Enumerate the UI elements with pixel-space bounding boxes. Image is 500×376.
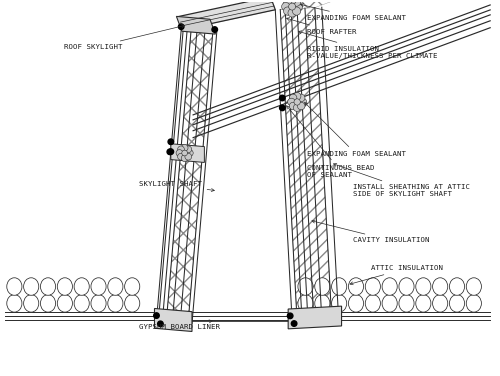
Ellipse shape [24,295,39,312]
Circle shape [288,9,296,17]
Ellipse shape [58,278,72,295]
Text: CAVITY INSULATION: CAVITY INSULATION [312,220,429,244]
Ellipse shape [416,278,431,295]
Circle shape [292,321,297,326]
Ellipse shape [7,295,22,312]
Ellipse shape [124,278,140,295]
Polygon shape [280,0,389,9]
Text: SKYLIGHT SHAFT: SKYLIGHT SHAFT [138,181,214,191]
Ellipse shape [466,295,481,312]
Circle shape [284,7,292,15]
Circle shape [212,27,218,32]
Circle shape [181,155,188,162]
Circle shape [294,99,300,105]
Ellipse shape [450,278,464,295]
Ellipse shape [450,295,464,312]
Polygon shape [178,0,276,30]
Text: INSTALL SHEATHING AT ATTIC
SIDE OF SKYLIGHT SHAFT: INSTALL SHEATHING AT ATTIC SIDE OF SKYLI… [334,164,469,197]
Ellipse shape [315,278,330,295]
Circle shape [178,24,184,29]
Ellipse shape [58,295,72,312]
Ellipse shape [466,278,481,295]
Ellipse shape [399,295,414,312]
Text: EXPANDING FOAM SEALANT: EXPANDING FOAM SEALANT [300,4,406,21]
Ellipse shape [124,295,140,312]
Circle shape [178,146,184,153]
Circle shape [280,95,285,101]
Circle shape [181,144,188,151]
Polygon shape [280,8,332,320]
Circle shape [299,98,306,106]
Text: CONTINUOUS BEAD
OF SEALANT: CONTINUOUS BEAD OF SEALANT [286,106,374,178]
Text: RIGID INSULATION
R-VALUE/THICKNESS PER CLIMATE: RIGID INSULATION R-VALUE/THICKNESS PER C… [298,31,438,59]
Ellipse shape [348,295,364,312]
Ellipse shape [332,295,346,312]
Circle shape [298,102,305,110]
Ellipse shape [382,295,397,312]
Circle shape [158,321,163,327]
Ellipse shape [315,295,330,312]
Ellipse shape [382,278,397,295]
Circle shape [294,92,301,100]
Circle shape [168,139,173,144]
Text: ROOF SKYLIGHT: ROOF SKYLIGHT [64,25,184,50]
Ellipse shape [416,295,431,312]
Ellipse shape [366,295,380,312]
Polygon shape [288,306,342,329]
Circle shape [298,94,305,102]
Ellipse shape [40,295,56,312]
Polygon shape [154,308,192,332]
Text: ROOF RAFTER: ROOF RAFTER [286,18,356,35]
Ellipse shape [91,278,106,295]
Ellipse shape [432,295,448,312]
Circle shape [290,94,297,102]
Circle shape [282,3,290,11]
Circle shape [182,150,188,156]
Circle shape [186,150,193,156]
Circle shape [280,105,285,111]
Circle shape [294,3,302,11]
Ellipse shape [108,278,123,295]
Circle shape [178,153,184,160]
Ellipse shape [74,295,90,312]
Circle shape [288,313,293,318]
Ellipse shape [366,278,380,295]
Polygon shape [166,30,213,323]
Text: GYPSUM BOARD LINER: GYPSUM BOARD LINER [138,320,220,330]
Circle shape [292,7,300,15]
Ellipse shape [332,278,346,295]
Circle shape [294,104,301,111]
Circle shape [288,3,296,10]
Circle shape [176,150,183,156]
Circle shape [185,153,192,160]
Ellipse shape [298,295,313,312]
Ellipse shape [91,295,106,312]
Polygon shape [176,17,216,34]
Circle shape [284,0,292,6]
Ellipse shape [7,278,22,295]
Circle shape [290,102,297,110]
Ellipse shape [348,278,364,295]
Ellipse shape [432,278,448,295]
Ellipse shape [298,278,313,295]
Text: EXPANDING FOAM SEALANT: EXPANDING FOAM SEALANT [304,103,406,157]
Polygon shape [171,144,204,162]
Circle shape [288,0,296,5]
Ellipse shape [24,278,39,295]
Circle shape [167,149,172,155]
Circle shape [168,149,173,155]
Circle shape [292,0,300,6]
Text: ATTIC INSULATION: ATTIC INSULATION [350,265,444,285]
Ellipse shape [108,295,123,312]
Circle shape [185,146,192,153]
Circle shape [288,98,295,106]
Circle shape [154,313,159,318]
Ellipse shape [399,278,414,295]
Ellipse shape [74,278,90,295]
Ellipse shape [40,278,56,295]
